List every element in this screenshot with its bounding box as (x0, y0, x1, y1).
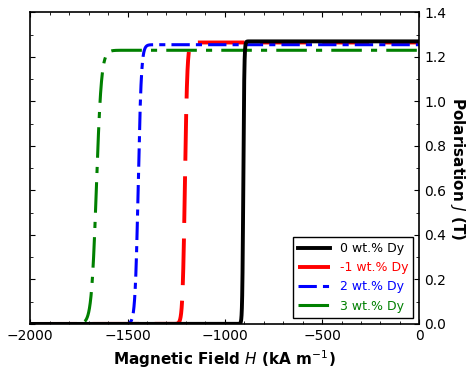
2 wt.% Dy (104, 322, 109, 326)
0 wt.% Dy (396, 39, 401, 44)
2 wt.% Dy (193, 43, 199, 47)
X-axis label: Magnetic Field $H$ (kA m$^{-1}$): Magnetic Field $H$ (kA m$^{-1}$) (113, 348, 336, 370)
-1 wt.% Dy (396, 40, 401, 45)
2 wt.% Dy (51, 322, 56, 326)
Y-axis label: Polarisation $J$ (T): Polarisation $J$ (T) (448, 97, 467, 240)
2 wt.% Dy (417, 43, 422, 47)
0 wt.% Dy (44, 322, 49, 326)
Line: 3 wt.% Dy: 3 wt.% Dy (30, 50, 419, 324)
-1 wt.% Dy (29, 322, 35, 326)
0 wt.% Dy (417, 39, 422, 44)
0 wt.% Dy (29, 322, 35, 326)
-1 wt.% Dy (417, 40, 422, 45)
2 wt.% Dy (396, 43, 401, 47)
3 wt.% Dy (27, 322, 33, 326)
0 wt.% Dy (218, 322, 223, 326)
-1 wt.% Dy (225, 40, 231, 45)
3 wt.% Dy (29, 322, 35, 326)
-1 wt.% Dy (51, 322, 56, 326)
3 wt.% Dy (44, 322, 49, 326)
-1 wt.% Dy (218, 40, 223, 45)
3 wt.% Dy (218, 48, 223, 52)
Line: -1 wt.% Dy: -1 wt.% Dy (30, 43, 419, 324)
3 wt.% Dy (185, 48, 191, 52)
Line: 0 wt.% Dy: 0 wt.% Dy (30, 41, 419, 324)
3 wt.% Dy (417, 48, 422, 52)
0 wt.% Dy (51, 322, 56, 326)
2 wt.% Dy (218, 43, 223, 47)
-1 wt.% Dy (104, 322, 109, 326)
3 wt.% Dy (104, 52, 109, 57)
0 wt.% Dy (27, 322, 33, 326)
2 wt.% Dy (29, 322, 35, 326)
-1 wt.% Dy (44, 322, 49, 326)
0 wt.% Dy (259, 39, 264, 44)
2 wt.% Dy (44, 322, 49, 326)
Line: 2 wt.% Dy: 2 wt.% Dy (30, 45, 419, 324)
-1 wt.% Dy (27, 322, 33, 326)
3 wt.% Dy (396, 48, 401, 52)
2 wt.% Dy (27, 322, 33, 326)
Legend: 0 wt.% Dy, -1 wt.% Dy, 2 wt.% Dy, 3 wt.% Dy: 0 wt.% Dy, -1 wt.% Dy, 2 wt.% Dy, 3 wt.%… (293, 237, 413, 318)
3 wt.% Dy (51, 322, 56, 326)
0 wt.% Dy (104, 322, 109, 326)
